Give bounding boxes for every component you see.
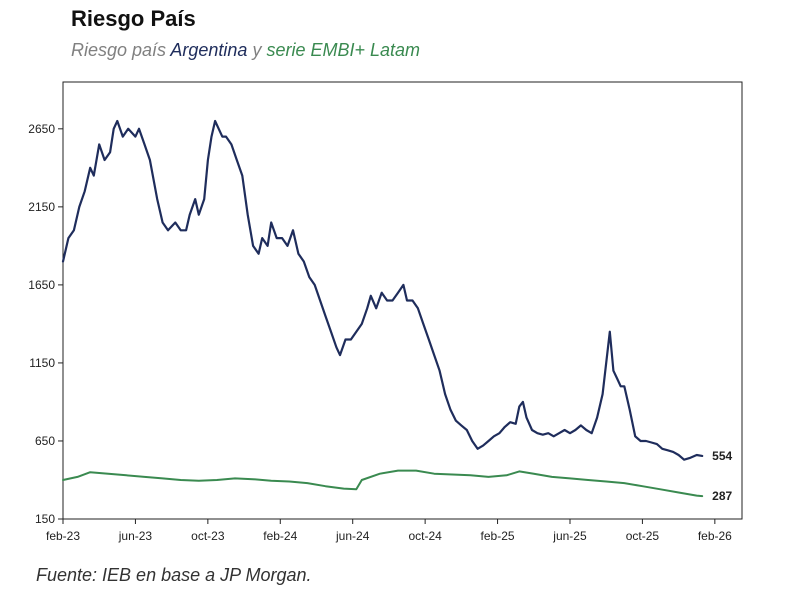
subtitle-series-argentina: Argentina — [170, 40, 248, 60]
y-tick-label: 150 — [35, 512, 55, 526]
x-tick-label: jun-25 — [552, 529, 587, 543]
end-label-embi: 287 — [712, 489, 732, 503]
series-line-embi — [62, 469, 704, 498]
y-tick-label: 1650 — [28, 278, 55, 292]
x-axis: feb-23 jun-23 oct-23 feb-24 jun-24 oct-24 feb-… — [46, 519, 732, 543]
subtitle-mid: y — [247, 40, 267, 60]
y-tick-label: 2650 — [28, 122, 55, 136]
y-axis: 150 650 1150 1650 2150 2650 — [28, 122, 63, 526]
end-labels: 554 287 — [712, 449, 732, 503]
y-tick-label: 2150 — [28, 200, 55, 214]
chart-subtitle: Riesgo país Argentina y serie EMBI+ Lata… — [71, 40, 420, 61]
source-note: Fuente: IEB en base a JP Morgan. — [36, 565, 312, 585]
x-tick-label: feb-26 — [698, 529, 732, 543]
y-tick-label: 650 — [35, 434, 55, 448]
x-tick-label: jun-24 — [335, 529, 370, 543]
y-tick-label: 1150 — [29, 356, 55, 370]
series-line-argentina — [61, 119, 704, 461]
x-tick-label: oct-24 — [408, 529, 442, 543]
subtitle-series-embi: serie EMBI+ Latam — [266, 40, 421, 60]
end-label-argentina: 554 — [712, 449, 732, 463]
plot-area — [62, 81, 743, 520]
x-tick-label: oct-25 — [626, 529, 660, 543]
series-group — [61, 119, 704, 498]
x-tick-label: oct-23 — [191, 529, 225, 543]
x-tick-label: jun-23 — [118, 529, 153, 543]
x-tick-label: feb-25 — [481, 529, 515, 543]
subtitle-prefix: Riesgo país — [71, 40, 171, 60]
x-tick-label: feb-24 — [263, 529, 297, 543]
x-tick-label: feb-23 — [46, 529, 80, 543]
chart-title: Riesgo País — [71, 6, 196, 31]
